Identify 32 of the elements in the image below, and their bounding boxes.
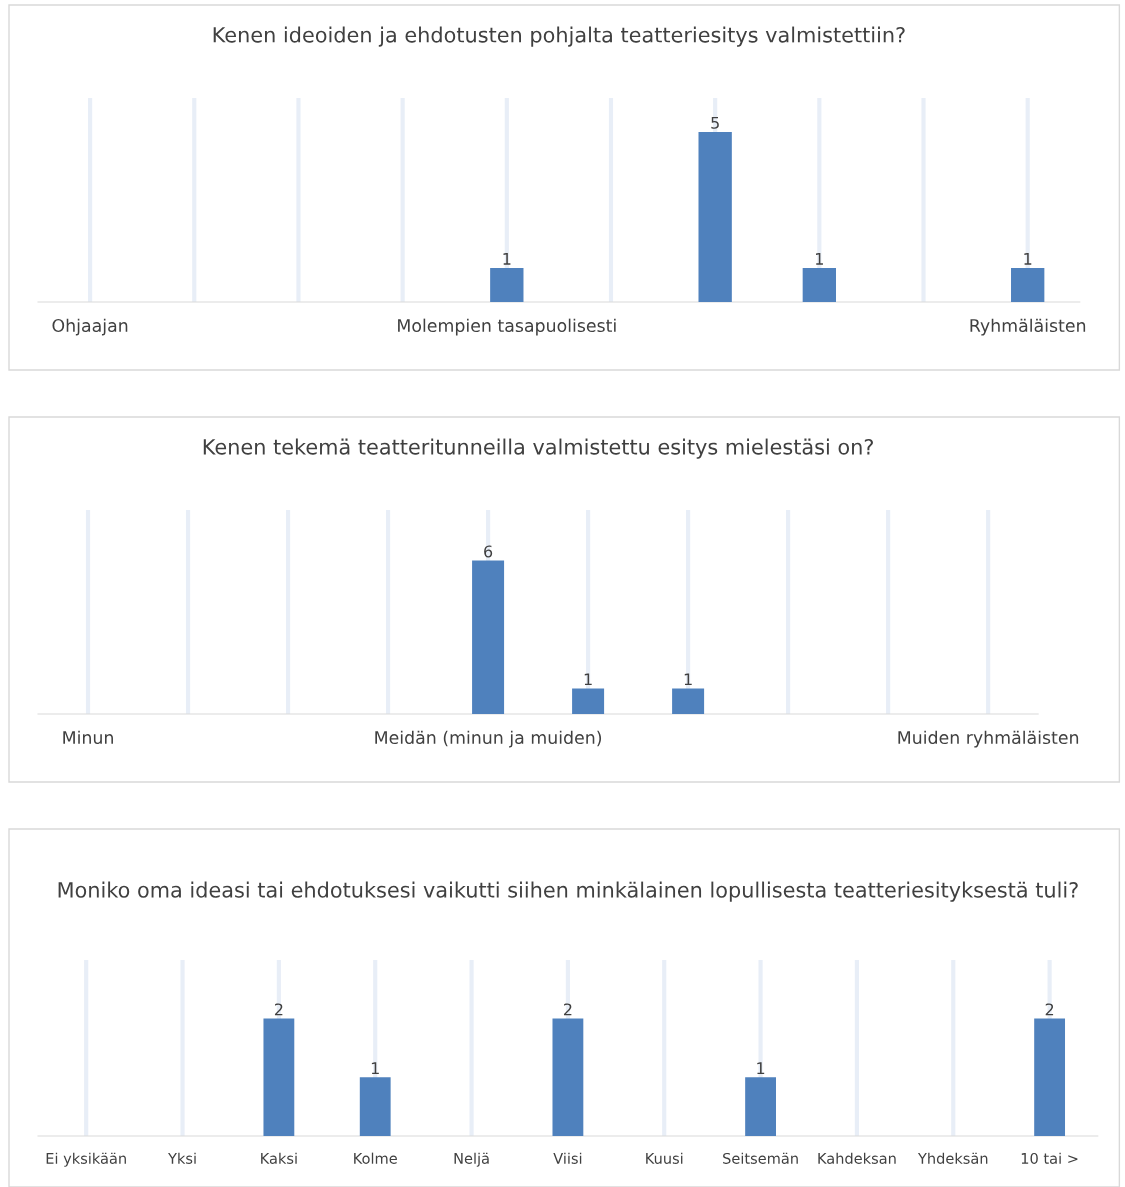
x-tick-label: Viisi [553, 1152, 582, 1164]
chart-title: Moniko oma ideasi tai ehdotuksesi vaikutti siihen minkälainen lopullisesta teatteriesityksestä tuli? [58, 881, 1078, 902]
chart-title: Kenen ideoiden ja ehdotusten pohjalta teatteriesitys valmistettiin? [213, 26, 905, 47]
x-tick-label: Ryhmäläisten [970, 318, 1086, 336]
data-label: 1 [816, 253, 823, 265]
x-tick-label: Minun [63, 730, 113, 745]
x-tick-label: Yhdeksän [917, 1152, 988, 1164]
data-label: 2 [563, 1003, 572, 1016]
data-label: 1 [684, 673, 692, 686]
data-label: 1 [371, 1062, 379, 1074]
data-label: 1 [757, 1062, 765, 1074]
data-label: 1 [503, 253, 511, 265]
data-label: 2 [1045, 1003, 1054, 1016]
x-tick-label: Yksi [168, 1152, 196, 1164]
x-tick-label: Seitsemän [723, 1152, 798, 1164]
x-tick-label: Neljä [454, 1152, 489, 1167]
x-tick-label: 10 tai > [1021, 1152, 1078, 1164]
data-label: 2 [274, 1003, 283, 1016]
x-tick-label: Muiden ryhmäläisten [898, 730, 1079, 748]
chart-title: Kenen tekemä teatteritunneilla valmistettu esitys mielestäsi on? [203, 438, 873, 459]
x-tick-label: Ei yksikään [46, 1152, 126, 1167]
x-tick-label: Kolme [354, 1152, 397, 1164]
data-label: 1 [1024, 253, 1032, 265]
x-tick-label: Kuusi [646, 1152, 683, 1164]
data-label: 1 [584, 673, 592, 686]
x-tick-label: Molempien tasapuolisesti [398, 318, 616, 336]
data-label: 6 [484, 545, 493, 558]
data-label: 5 [711, 116, 719, 129]
x-tick-label: Meidän (minun ja muiden) [375, 730, 602, 748]
x-tick-label: Kaksi [261, 1152, 297, 1164]
x-tick-label: Ohjaajan [52, 318, 128, 336]
x-tick-label: Kahdeksan [818, 1152, 896, 1164]
